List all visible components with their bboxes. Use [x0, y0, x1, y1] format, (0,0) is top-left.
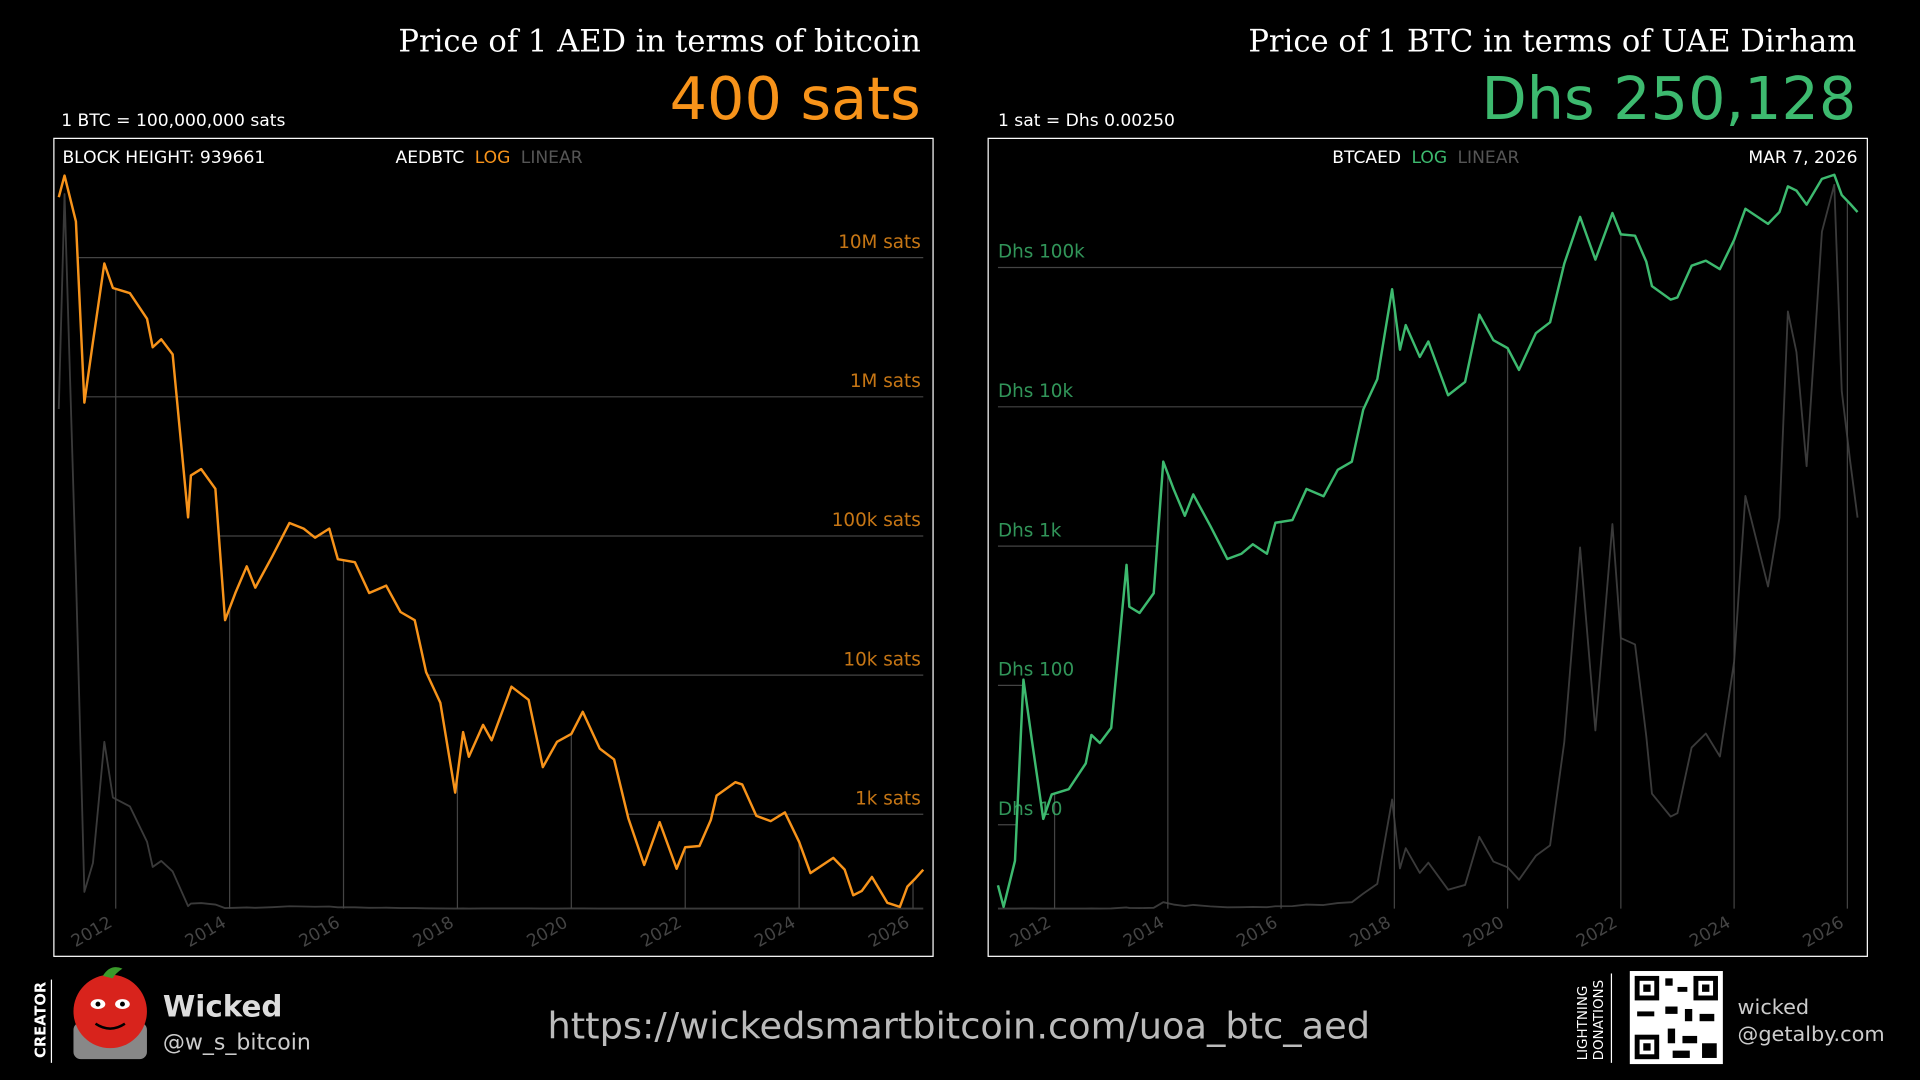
ticker: BTCAED: [1332, 148, 1401, 168]
price-label: 400 sats: [670, 64, 921, 133]
y-tick-label: Dhs 10: [998, 799, 1063, 820]
conversion: 1 BTC = 100,000,000 sats: [61, 111, 285, 131]
scale-option[interactable]: LOG: [475, 148, 511, 168]
y-tick-label: 1k sats: [855, 788, 921, 809]
scale-selector: BTCAED LOG LINEAR: [1332, 148, 1519, 168]
creator-label: CREATOR: [32, 981, 49, 1058]
price-line: [57, 174, 925, 909]
creator-name: Wicked: [163, 989, 283, 1023]
chart-title: Price of 1 BTC in terms of UAE Dirham: [1248, 24, 1856, 59]
avatar: [73, 967, 147, 1060]
y-tick-label: Dhs 100k: [998, 242, 1085, 263]
block-height: BLOCK HEIGHT: 939661: [62, 148, 265, 168]
scale-option[interactable]: LINEAR: [1458, 148, 1520, 168]
donation-label: LIGHTNING: [1576, 986, 1591, 1061]
donation-label: DONATIONS: [1592, 980, 1607, 1061]
chart-title: Price of 1 AED in terms of bitcoin: [398, 24, 920, 59]
ticker: AEDBTC: [396, 148, 465, 168]
scale-selector: AEDBTC LOG LINEAR: [396, 148, 583, 168]
scale-option[interactable]: LOG: [1411, 148, 1447, 168]
date: MAR 7, 2026: [1748, 148, 1857, 168]
qr-code[interactable]: [1629, 971, 1723, 1065]
y-tick-label: Dhs 100: [998, 660, 1074, 681]
lightning-address: @getalby.com: [1738, 1022, 1885, 1046]
price-label: Dhs 250,128: [1482, 64, 1857, 133]
y-tick-label: 10k sats: [843, 649, 920, 670]
linear-overlay-line: [997, 183, 1859, 910]
chart-frame: [987, 137, 1868, 957]
y-tick-label: Dhs 10k: [998, 381, 1074, 402]
linear-overlay-line: [57, 193, 924, 910]
y-tick-label: 1M sats: [850, 371, 921, 392]
creator-handle: @w_s_bitcoin: [163, 1030, 311, 1055]
chart-frame: [53, 137, 934, 957]
url[interactable]: https://wickedsmartbitcoin.com/uoa_btc_a…: [548, 1004, 1371, 1047]
y-tick-label: 100k sats: [832, 510, 921, 531]
conversion: 1 sat = Dhs 0.00250: [998, 111, 1175, 131]
scale-option[interactable]: LINEAR: [521, 148, 583, 168]
lightning-address: wicked: [1738, 995, 1810, 1019]
y-tick-label: Dhs 1k: [998, 520, 1062, 541]
price-line: [996, 173, 1859, 909]
y-tick-label: 10M sats: [838, 232, 921, 253]
